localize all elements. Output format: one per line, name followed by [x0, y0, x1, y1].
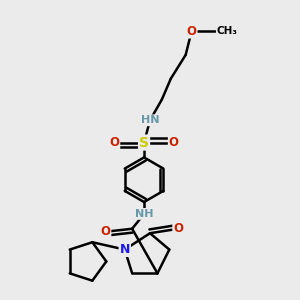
Text: O: O [109, 136, 119, 149]
Text: O: O [173, 222, 183, 235]
Text: O: O [100, 225, 110, 238]
Text: O: O [169, 136, 179, 149]
Text: S: S [139, 136, 149, 150]
Text: CH₃: CH₃ [217, 26, 238, 36]
Text: HN: HN [141, 115, 159, 125]
Text: N: N [119, 243, 130, 256]
Text: O: O [187, 25, 196, 38]
Text: NH: NH [135, 209, 153, 219]
